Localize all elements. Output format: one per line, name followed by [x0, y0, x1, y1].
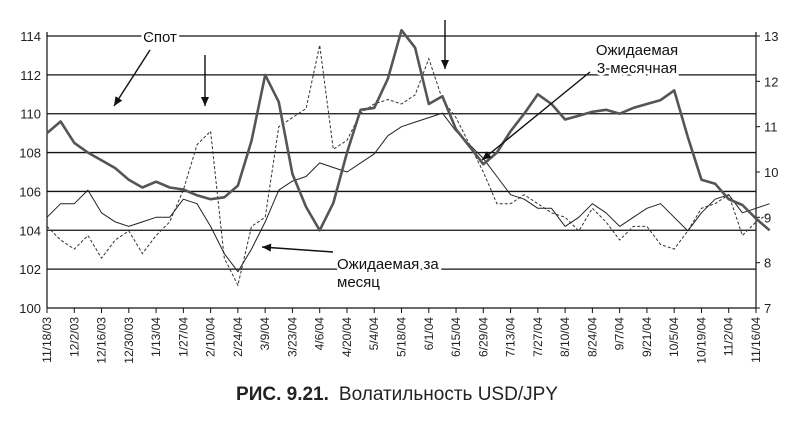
arrow-spot-2-head: [201, 97, 209, 106]
x-tick-label: 1/13/04: [149, 317, 163, 357]
x-tick-label: 9/21/04: [640, 317, 654, 357]
x-tick-label: 10/19/04: [694, 317, 708, 364]
x-tick-label: 12/16/03: [95, 317, 109, 364]
x-tick-label: 8/10/04: [558, 317, 572, 357]
y-left-tick-label: 112: [20, 68, 41, 83]
annotation-1m-line: месяц: [337, 274, 380, 291]
x-tick-label: 5/18/04: [395, 317, 409, 357]
x-tick-label: 2/10/04: [204, 317, 218, 357]
x-tick-label: 9/7/04: [613, 317, 627, 351]
x-tick-label: 8/24/04: [585, 317, 599, 357]
x-tick-label: 10/5/04: [667, 317, 681, 357]
y-right-tick-label: 7: [764, 301, 771, 316]
x-tick-label: 11/16/04: [749, 317, 763, 363]
y-right-tick-label: 9: [764, 210, 771, 225]
arrow-spot-head: [114, 96, 123, 106]
annotation-spot: Спот: [141, 27, 180, 49]
x-tick-label: 11/2/04: [722, 317, 736, 356]
x-tick-label: 12/30/03: [122, 317, 136, 364]
x-tick-label: 7/27/04: [531, 317, 545, 357]
x-tick-label: 4/20/04: [340, 317, 354, 357]
y-left-tick-label: 114: [20, 29, 41, 44]
arrow-3m: [481, 71, 591, 161]
y-left-tick-label: 100: [19, 301, 41, 316]
x-tick-label: 11/18/03: [40, 317, 54, 363]
annotation-3m-line: 3-месячная: [597, 60, 677, 77]
series-line-0: [46, 28, 771, 232]
x-tick-label: 4/6/04: [313, 317, 327, 351]
x-tick-label: 6/29/04: [476, 317, 490, 357]
volatility-chart: 100 102 104 106 108 110 112 114 7 8 9 10 11 12 13 11/18…: [19, 20, 778, 364]
x-tick-label: 2/24/04: [231, 317, 245, 357]
y-right-tick-label: 8: [764, 256, 771, 271]
annotation-1m-line: Ожидаемая за: [337, 256, 439, 273]
y-left-tick-label: 102: [19, 262, 41, 277]
figure-caption: РИС. 9.21. Волатильность USD/JPY: [0, 384, 794, 406]
y-right-tick-label: 12: [764, 74, 778, 89]
x-tick-label: 3/9/04: [258, 317, 272, 351]
y-left-tick-label: 110: [20, 107, 41, 122]
series-line-2: [46, 44, 770, 287]
x-tick-label: 5/4/04: [367, 317, 381, 351]
x-tick-label: 1/27/04: [176, 317, 190, 357]
x-tick-label: 6/15/04: [449, 317, 463, 357]
figure-title: Волатильность USD/JPY: [338, 384, 558, 405]
x-tick-label: 6/1/04: [422, 317, 436, 351]
x-tick-label: 3/23/04: [285, 317, 299, 357]
annotation-spot-line: Спот: [143, 29, 177, 46]
figure-number: РИС. 9.21.: [236, 384, 329, 405]
y-right-tick-label: 10: [764, 165, 778, 180]
arrow-3m-head: [482, 151, 492, 160]
arrow-1m: [261, 246, 334, 253]
y-left-tick-label: 108: [19, 146, 41, 161]
y-left-tick-label: 104: [19, 223, 41, 238]
arrow-spot: [113, 49, 151, 107]
y-right-tick-label: 11: [764, 120, 778, 135]
arrow-1m-head: [262, 243, 272, 252]
annotation-3m-line: Ожидаемая: [596, 42, 678, 59]
series-line-1: [46, 112, 770, 273]
x-tick-label: 7/13/04: [504, 317, 518, 357]
y-left-tick-label: 106: [19, 184, 41, 199]
arrow-spot-3-head: [441, 60, 449, 69]
y-right-tick-label: 13: [764, 29, 778, 44]
x-tick-label: 12/2/03: [67, 317, 81, 357]
